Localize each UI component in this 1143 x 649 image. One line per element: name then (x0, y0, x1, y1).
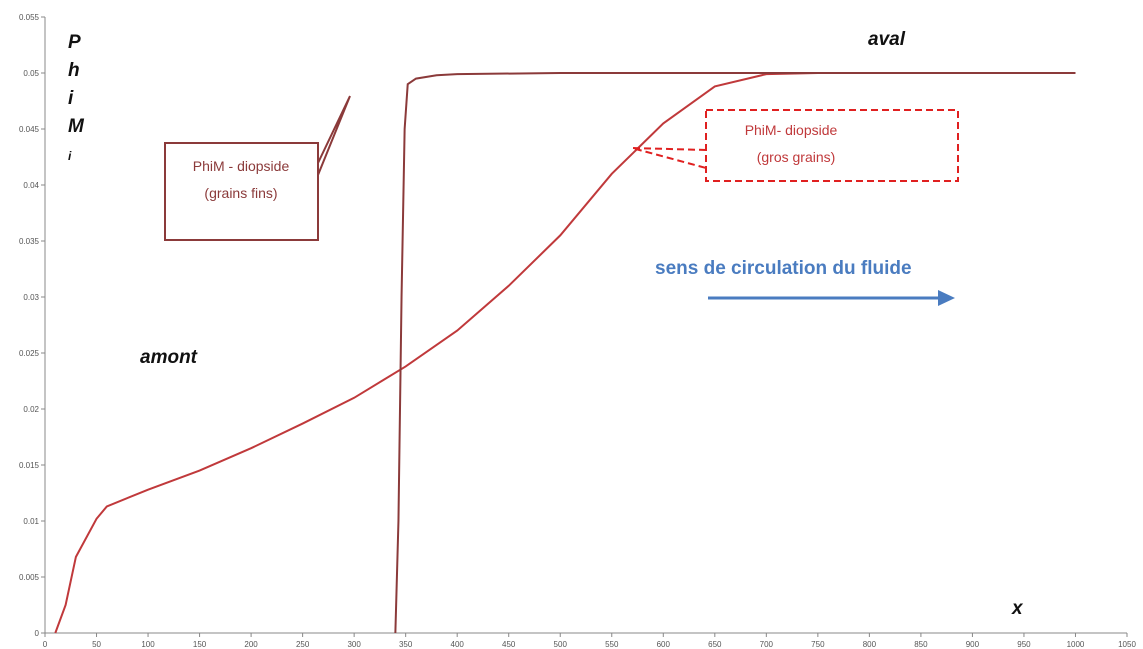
y-tick-label: 0.01 (23, 517, 39, 526)
x-tick-label: 50 (92, 640, 101, 649)
x-tick-label: 150 (193, 640, 207, 649)
y-tick-label: 0.04 (23, 181, 39, 190)
x-tick-label: 950 (1017, 640, 1031, 649)
callout-text: (gros grains) (757, 149, 836, 165)
y-tick-label: 0.05 (23, 69, 39, 78)
y-tick-label: 0.045 (19, 125, 40, 134)
series-line (394, 72, 1076, 634)
x-tick-label: 650 (708, 640, 722, 649)
callout-text: PhiM - diopside (193, 158, 290, 174)
callout-pointer-fine (317, 95, 351, 176)
x-tick-label: 600 (657, 640, 671, 649)
y-tick-label: 0.015 (19, 461, 40, 470)
y-tick-label: 0.025 (19, 349, 40, 358)
x-tick-label: 800 (863, 640, 877, 649)
callout-pointer-coarse (631, 147, 707, 169)
callout-box-coarse (705, 109, 959, 182)
x-tick-label: 550 (605, 640, 619, 649)
callout-text: (grains fins) (204, 185, 277, 201)
y-tick-label: 0.03 (23, 293, 39, 302)
y-tick-label: 0.02 (23, 405, 39, 414)
callout-box-fine (164, 142, 319, 241)
x-tick-label: 1000 (1067, 640, 1085, 649)
x-tick-label: 500 (554, 640, 568, 649)
callout-text: PhiM- diopside (745, 122, 838, 138)
flow-label: sens de circulation du fluide (655, 258, 912, 279)
y-tick-label: 0.005 (19, 573, 40, 582)
x-tick-label: 750 (811, 640, 825, 649)
series-line (54, 72, 1076, 634)
x-axis-label: x (1011, 598, 1024, 619)
x-tick-label: 900 (966, 640, 980, 649)
x-tick-label: 450 (502, 640, 516, 649)
x-tick-label: 300 (347, 640, 361, 649)
x-tick-label: 250 (296, 640, 310, 649)
x-tick-label: 850 (914, 640, 928, 649)
y-tick-label: 0.035 (19, 237, 40, 246)
annotation: amont (140, 347, 198, 368)
x-tick-label: 0 (43, 640, 48, 649)
x-tick-label: 700 (760, 640, 774, 649)
x-tick-label: 1050 (1118, 640, 1136, 649)
x-tick-label: 100 (141, 640, 155, 649)
annotation: aval (868, 29, 906, 50)
x-tick-label: 200 (244, 640, 258, 649)
y-tick-label: 0 (35, 629, 40, 638)
flow-arrowhead (938, 290, 955, 306)
x-tick-label: 400 (451, 640, 465, 649)
y-tick-label: 0.055 (19, 13, 40, 22)
x-tick-label: 350 (399, 640, 413, 649)
